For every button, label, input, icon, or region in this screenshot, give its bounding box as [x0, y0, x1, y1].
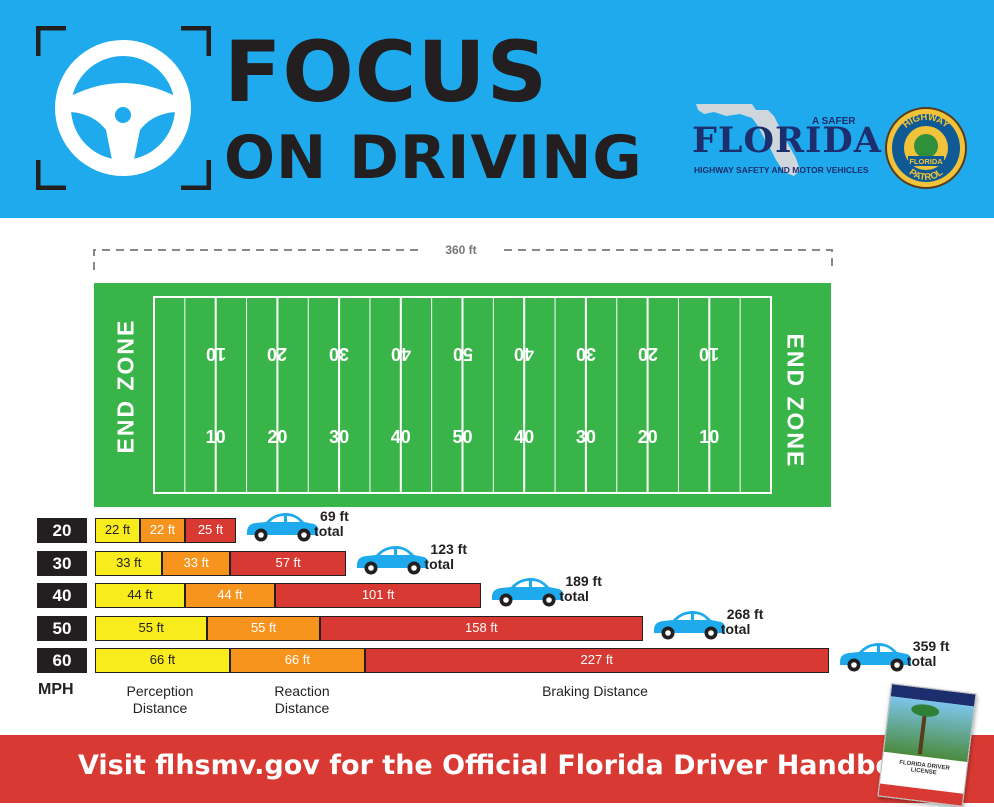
total-label: 69 ft total [314, 508, 349, 539]
yard-number: 20 [267, 427, 288, 447]
speed-label: 20 [37, 518, 87, 543]
bar-segment-p: 33 ft [95, 550, 163, 576]
handbook-cover: FLORIDA DRIVER LICENSE [877, 683, 977, 807]
mph-label: MPH [38, 681, 74, 698]
steering-wheel-icon [36, 26, 211, 190]
perception-caption-line1: Perception [126, 683, 194, 699]
field-yard-lines [153, 296, 772, 494]
yard-number: 50 [452, 427, 473, 447]
yard-number-inverted: 50 [452, 344, 473, 364]
title-line-1: FOCUS [224, 23, 549, 121]
bar-segment-p: 55 ft [95, 615, 208, 641]
reaction-caption: Reaction Distance [242, 683, 362, 717]
yard-number: 10 [699, 427, 720, 447]
bar-segment-b: 101 ft [274, 583, 482, 608]
yard-number: 30 [329, 427, 350, 447]
footer-link-text[interactable]: Visit flhsmv.gov for the Official Florid… [78, 750, 941, 781]
speed-label: 60 [37, 648, 87, 673]
reaction-caption-line1: Reaction [274, 683, 330, 699]
bar-segment-p: 66 ft [95, 648, 230, 673]
car-icon [247, 513, 319, 542]
car-icon [839, 643, 911, 672]
badge-text-top: HIGHWAY [901, 112, 952, 131]
speed-label: 50 [37, 615, 87, 641]
bar-segment-b: 158 ft [319, 615, 643, 641]
yard-number-inverted: 40 [514, 344, 535, 364]
yard-number-inverted: 40 [390, 344, 411, 364]
field-length-marker [93, 249, 833, 270]
total-label: 123 ft total [424, 540, 467, 572]
speed-label: 30 [37, 550, 87, 576]
car-icon [653, 610, 725, 639]
total-label: 189 ft total [559, 573, 602, 604]
yard-number: 30 [575, 427, 596, 447]
yard-number: 40 [390, 427, 411, 447]
perception-caption-line2: Distance [132, 700, 188, 716]
end-zone-right: END ZONE [782, 333, 809, 469]
bar-segment-b: 227 ft [364, 648, 829, 673]
yard-number-inverted: 20 [267, 344, 288, 364]
svg-text:HIGHWAY: HIGHWAY [901, 112, 952, 131]
bar-segment-p: 44 ft [95, 583, 185, 608]
yard-number: 20 [637, 427, 658, 447]
reaction-caption-line2: Distance [274, 700, 330, 716]
total-label: 268 ft total [720, 605, 764, 637]
car-icon [357, 545, 429, 574]
yard-number-inverted: 10 [699, 344, 720, 364]
end-zone-left: END ZONE [112, 318, 139, 454]
bar-segment-b: 25 ft [184, 518, 237, 543]
bar-segment-r: 44 ft [184, 583, 275, 608]
yard-number-inverted: 10 [205, 344, 226, 364]
bar-segment-r: 22 ft [139, 518, 185, 543]
yard-number: 10 [205, 427, 226, 447]
yard-number-inverted: 30 [329, 344, 350, 364]
badge-text-bottom: PATROL [907, 167, 945, 183]
title-line-2: ON DRIVING [224, 123, 643, 193]
handbook-cover-title: FLORIDA DRIVER LICENSE [898, 759, 951, 777]
badge-text-center: FLORIDA [909, 157, 943, 166]
yard-number-inverted: 30 [575, 344, 596, 364]
total-label: 359 ft total [906, 638, 950, 669]
highway-patrol-badge-icon: HIGHWAY PATROL FLORIDA [885, 107, 967, 189]
yard-number-inverted: 20 [637, 344, 658, 364]
field-length-label: 360 ft [445, 243, 477, 257]
car-icon [492, 578, 564, 607]
bar-segment-r: 55 ft [207, 615, 320, 641]
agency-name: FLORIDA [692, 120, 882, 161]
braking-caption: Braking Distance [542, 683, 648, 699]
agency-subtitle: HIGHWAY SAFETY AND MOTOR VEHICLES [694, 165, 869, 175]
perception-caption: Perception Distance [100, 683, 220, 717]
svg-text:PATROL: PATROL [907, 167, 945, 183]
bar-segment-r: 66 ft [229, 648, 365, 673]
bar-segment-p: 22 ft [95, 518, 140, 543]
bar-segment-r: 33 ft [162, 550, 230, 576]
bar-segment-b: 57 ft [229, 550, 347, 576]
florida-map-icon [696, 104, 800, 176]
agency-tagline: A SAFER [812, 116, 856, 127]
footer-banner [0, 735, 994, 803]
speed-label: 40 [37, 583, 87, 608]
yard-number: 40 [514, 427, 535, 447]
